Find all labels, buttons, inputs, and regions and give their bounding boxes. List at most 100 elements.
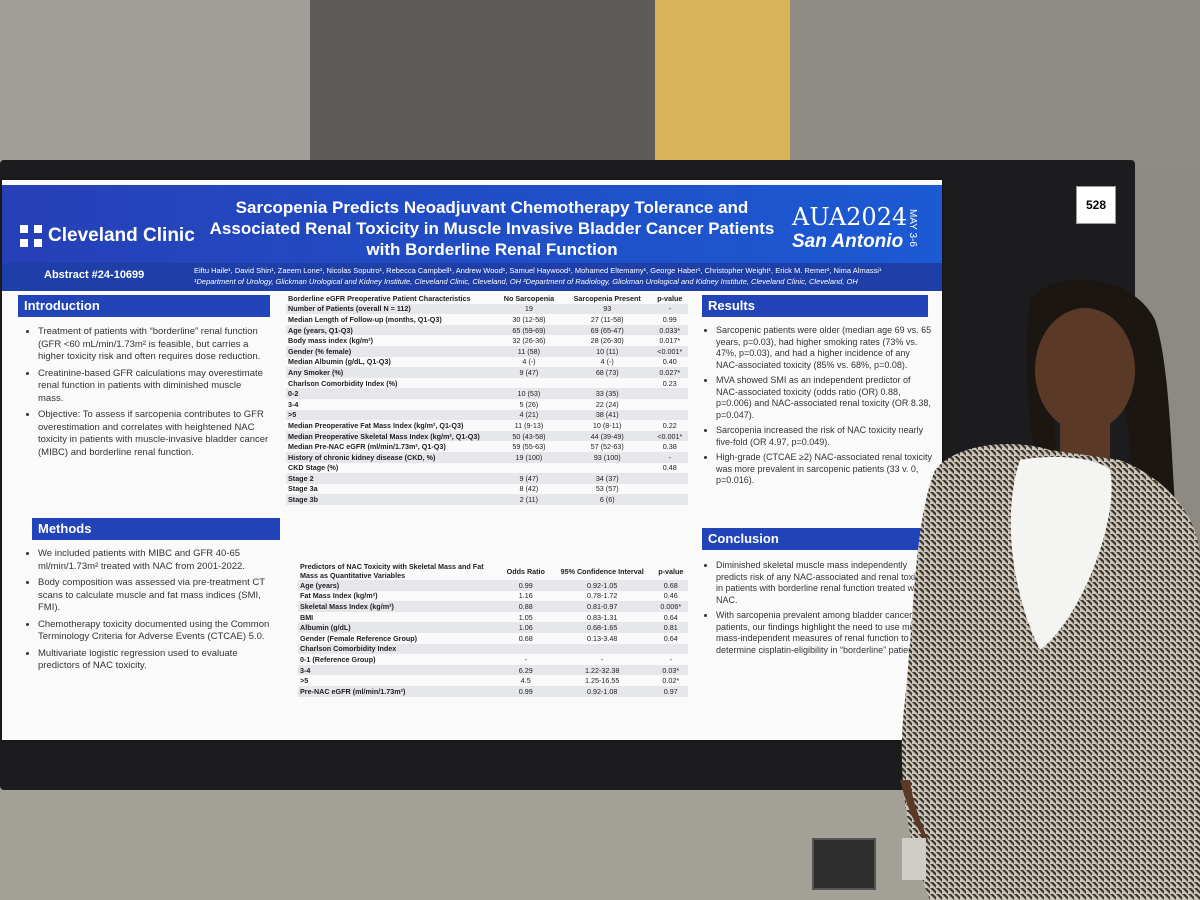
table-cell: 33 (35) [562,388,652,399]
table-cell: Stage 3a [288,484,318,494]
table-cell: 1.25-16.55 [584,676,620,686]
table-cell: - [651,451,688,463]
table-row: Median Preoperative Skeletal Mass Index … [286,430,688,442]
patient-characteristics-table: Borderline eGFR Preoperative Patient Cha… [286,293,688,505]
wall-switch [902,838,926,880]
table-cell: 11 (58) [495,345,563,357]
table-cell: 0.81 [653,622,688,633]
wall-panel [790,0,1200,170]
aua-city: San Antonio [792,231,904,252]
methods-bullet: Body composition was assessed via pre-tr… [38,577,274,615]
table-cell: >5 [300,676,309,686]
results-bullet: High-grade (CTCAE ≥2) NAC-associated ren… [716,452,932,487]
table-cell [651,388,688,399]
table-cell: 1.05 [518,612,533,622]
table-cell: 93 [562,303,652,315]
table-cell: 28 (26-30) [590,336,624,346]
poster-banner: Cleveland Clinic Sarcopenia Predicts Neo… [2,185,942,263]
table-cell: 2 (11) [495,494,563,505]
table-cell: 0.23 [662,378,677,388]
predictors-table: Predictors of NAC Toxicity with Skeletal… [298,562,688,697]
table-cell: 0.006* [653,601,688,612]
table-header-row: Borderline eGFR Preoperative Patient Cha… [286,293,688,304]
affiliations: ¹Department of Urology, Glickman Urologi… [194,277,858,286]
table-row: 3-4 5 (26) 22 (24) [286,399,688,410]
table-cell: 4 (21) [495,409,563,421]
table-row: BMI 1.05 0.83-1.31 0.64 [298,612,688,623]
methods-text: We included patients with MIBC and GFR 4… [24,548,274,677]
table-cell: 0.99 [500,580,551,591]
intro-text: Treatment of patients with “borderline” … [24,326,269,463]
wall-panel-dark [310,0,655,170]
table-cell: 0.03* [653,664,688,676]
board-number: 528 [1076,186,1116,224]
table-cell: 38 (41) [562,409,652,421]
table-cell: 0.88 [500,601,551,612]
table-cell: 0.40 [662,357,677,367]
table-cell: 0.13-3.48 [586,633,618,643]
table-cell: 0-1 (Reference Group) [300,654,376,664]
table-cell: 4 (-) [522,357,536,367]
table-cell: 4.5 [520,676,531,686]
table-cell: Pre-NAC eGFR (ml/min/1.73m²) [298,685,501,697]
aua-logo: AUA2024 San Antonio MAY 3-6 [792,203,932,253]
table-cell [652,399,688,410]
table-cell: Median Length of Follow-up (months, Q1-Q… [288,314,442,324]
conclusion-text: Diminished skeletal muscle mass independ… [702,560,932,660]
results-header: Results [702,295,928,317]
table-cell [651,494,688,505]
table-cell: 0.83-1.31 [586,612,618,622]
table-row: Number of Patients (overall N = 112) 19 93… [286,303,688,315]
table-cell: 0.78-1.72 [586,591,618,601]
table-cell [651,473,688,484]
table-cell: 10 (11) [562,345,652,357]
table-cell: 0.46 [663,591,678,601]
methods-bullet: Chemotherapy toxicity documented using t… [38,619,274,644]
table-cell: 68 (73) [562,367,652,378]
table-cell: Fat Mass Index (kg/m²) [300,591,378,601]
cleveland-clinic-logo: Cleveland Clinic [20,225,195,247]
table-cell: History of chronic kidney disease (CKD, … [286,451,496,463]
table-cell: Median Preoperative Skeletal Mass Index … [286,430,496,442]
wall-outlet [812,838,876,890]
table-cell: 6 (6) [562,494,652,505]
poster: Cleveland Clinic Sarcopenia Predicts Neo… [2,180,942,740]
table-row: Charlson Comorbidity Index [298,643,688,655]
conclusion-bullet: With sarcopenia prevalent among bladder … [716,610,932,656]
table-cell: 9 (47) [495,367,563,378]
table-cell: 0.017* [659,336,681,346]
table-cell: 27 (11-58) [590,314,624,324]
table-row: Median Preoperative Fat Mass Index (kg/m… [286,420,688,431]
table-cell: 0.02* [662,676,680,686]
author-bar: Abstract #24-10699 Eiftu Haile¹, David S… [2,263,942,291]
table-cell [563,378,652,389]
table-cell [651,409,688,421]
table-cell: 93 (100) [562,451,652,463]
table-row: Charlson Comorbidity Index (%) 0.23 [286,378,688,389]
aua-year: AUA2024 [792,203,908,231]
table-row: CKD Stage (%) 0.48 [286,463,688,474]
table-cell: Gender (Female Reference Group) [300,633,418,643]
table-cell: 32 (26-36) [512,336,546,346]
table-cell: >5 [286,409,496,421]
table-cell: Skeletal Mass Index (kg/m²) [298,601,501,612]
results-bullet: Sarcopenic patients were older (median a… [716,325,932,371]
table-cell: 0.92-1.05 [550,580,654,591]
authors: Eiftu Haile¹, David Shin¹, Zaeem Lone¹, … [194,266,882,275]
table-cell [653,643,688,655]
table-cell [550,643,654,655]
table-cell: 9 (47) [495,473,563,484]
intro-bullet: Creatinine-based GFR calculations may ov… [38,368,269,406]
table-cell: Charlson Comorbidity Index (%) [288,378,398,388]
table-row: Pre-NAC eGFR (ml/min/1.73m²) 0.99 0.92-1.0… [298,685,688,697]
author-list: Eiftu Haile¹, David Shin¹, Zaeem Lone¹, … [194,265,881,287]
table-cell: 57 (52-63) [590,442,624,452]
table-cell: 0.027* [651,367,688,378]
table-cell: 0.99 [662,314,677,324]
table-cell: 0.48 [662,463,677,473]
table-cell: 0.81-0.97 [550,601,654,612]
table-row: Gender (% female) 11 (58) 10 (11) <0.001* [286,345,688,357]
table-cell: Albumin (g/dL) [298,622,501,633]
table-cell: Number of Patients (overall N = 112) [286,303,496,315]
